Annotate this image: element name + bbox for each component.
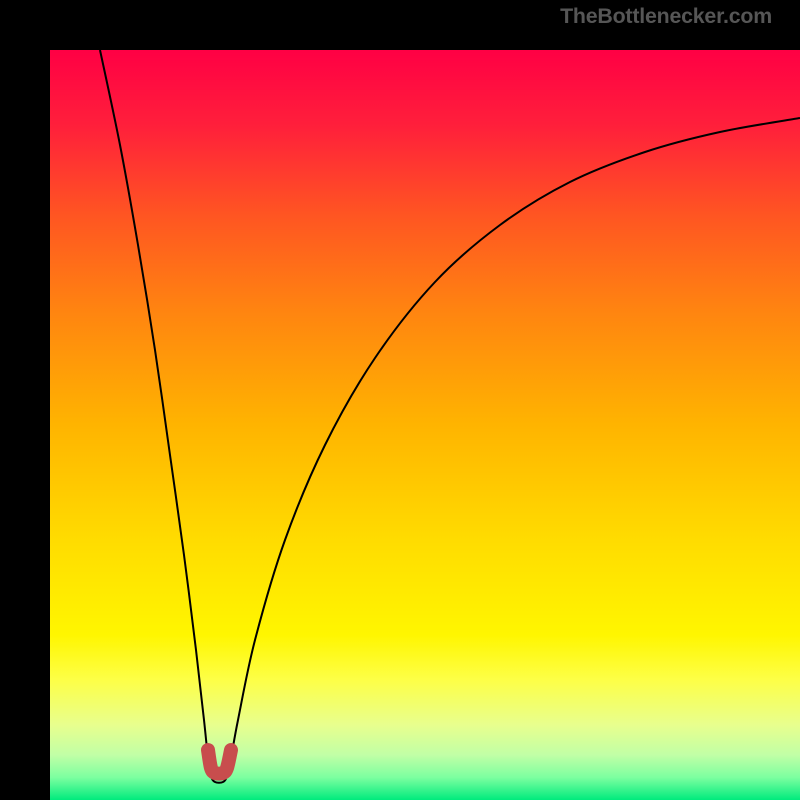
chart-background xyxy=(50,50,800,800)
chart-frame xyxy=(25,25,775,775)
watermark-text: TheBottlenecker.com xyxy=(560,4,772,29)
bottleneck-chart xyxy=(50,50,800,800)
